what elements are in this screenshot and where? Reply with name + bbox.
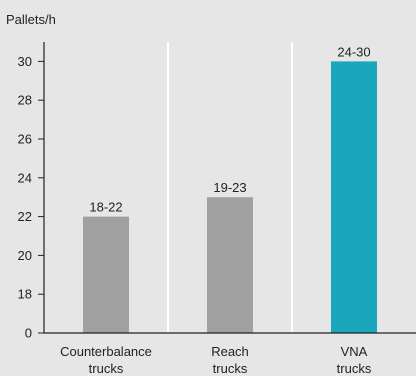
y-ticks: 0 18 20 22 24 26 28 30 <box>18 54 44 341</box>
bar-data-label: 24-30 <box>337 44 370 59</box>
bar <box>331 61 377 334</box>
data-labels: 18-22 19-23 24-30 <box>89 44 370 214</box>
bars <box>83 61 377 334</box>
bar <box>207 197 253 333</box>
y-tick-label: 18 <box>18 287 32 302</box>
gridlines <box>167 42 293 333</box>
x-category-label: Reach <box>211 344 249 359</box>
y-tick-label: 22 <box>18 209 32 224</box>
x-category-label: VNA <box>341 344 368 359</box>
axes <box>43 42 416 334</box>
y-tick-label: 26 <box>18 132 32 147</box>
y-tick-label: 24 <box>18 170 32 185</box>
x-category-label: trucks <box>213 361 248 376</box>
x-category-label: trucks <box>89 361 124 376</box>
bar-data-label: 19-23 <box>213 180 246 195</box>
bar <box>83 216 129 333</box>
x-labels: Counterbalance trucks Reach trucks VNA trucks <box>60 344 372 376</box>
x-category-label: Counterbalance <box>60 344 152 359</box>
x-category-label: trucks <box>337 361 372 376</box>
bar-data-label: 18-22 <box>89 200 122 215</box>
y-tick-label: 20 <box>18 248 32 263</box>
y-tick-label: 0 <box>25 326 32 341</box>
y-tick-label: 30 <box>18 54 32 69</box>
y-axis-unit-label: Pallets/h <box>6 12 56 27</box>
y-tick-label: 28 <box>18 93 32 108</box>
